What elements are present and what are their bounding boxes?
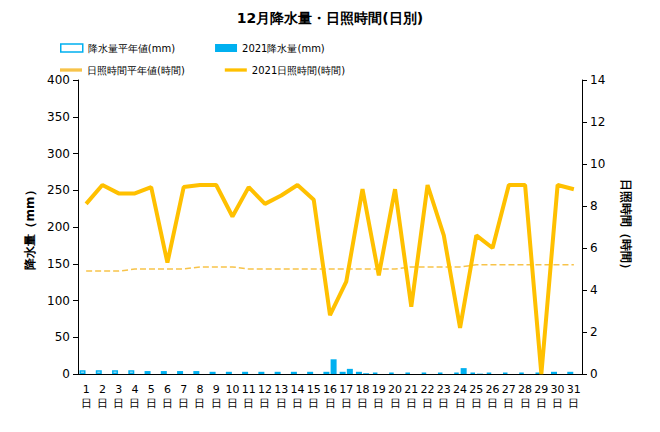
svg-text:降水量平年値(mm): 降水量平年値(mm) xyxy=(88,43,175,54)
svg-text:50: 50 xyxy=(55,330,70,344)
svg-text:日: 日 xyxy=(97,397,108,410)
svg-text:降水量（mm）: 降水量（mm） xyxy=(23,184,37,269)
svg-text:2021降水量(mm): 2021降水量(mm) xyxy=(242,43,325,54)
svg-text:日: 日 xyxy=(178,397,189,410)
svg-text:150: 150 xyxy=(47,257,70,271)
svg-text:23: 23 xyxy=(437,383,451,396)
svg-text:日照時間（時間）: 日照時間（時間） xyxy=(619,179,633,275)
svg-text:10: 10 xyxy=(225,383,239,396)
svg-text:日: 日 xyxy=(146,397,157,410)
svg-text:日: 日 xyxy=(438,397,449,410)
svg-text:日: 日 xyxy=(357,397,368,410)
svg-text:日: 日 xyxy=(227,397,238,410)
svg-text:日: 日 xyxy=(162,397,173,410)
svg-text:12: 12 xyxy=(258,383,272,396)
svg-text:17: 17 xyxy=(339,383,353,396)
svg-text:日: 日 xyxy=(325,397,336,410)
svg-text:26: 26 xyxy=(486,383,500,396)
svg-text:12: 12 xyxy=(590,115,605,129)
svg-text:21: 21 xyxy=(404,383,418,396)
svg-text:27: 27 xyxy=(502,383,516,396)
svg-text:14: 14 xyxy=(590,73,605,87)
svg-text:10: 10 xyxy=(590,157,605,171)
svg-text:日: 日 xyxy=(503,397,514,410)
svg-text:日: 日 xyxy=(113,397,124,410)
svg-text:350: 350 xyxy=(47,110,70,124)
svg-text:250: 250 xyxy=(47,183,70,197)
svg-text:日: 日 xyxy=(406,397,417,410)
svg-text:30: 30 xyxy=(551,383,565,396)
svg-text:8: 8 xyxy=(196,383,203,396)
svg-text:日: 日 xyxy=(390,397,401,410)
svg-text:13: 13 xyxy=(274,383,288,396)
svg-text:日: 日 xyxy=(455,397,466,410)
svg-text:22: 22 xyxy=(421,383,435,396)
svg-text:日: 日 xyxy=(259,397,270,410)
svg-text:28: 28 xyxy=(518,383,532,396)
svg-text:6: 6 xyxy=(164,383,171,396)
svg-text:19: 19 xyxy=(372,383,386,396)
svg-text:25: 25 xyxy=(469,383,483,396)
svg-text:4: 4 xyxy=(131,383,138,396)
svg-text:日: 日 xyxy=(552,397,563,410)
svg-text:7: 7 xyxy=(180,383,187,396)
svg-text:31: 31 xyxy=(567,383,581,396)
svg-text:12月降水量・日照時間(日別): 12月降水量・日照時間(日別) xyxy=(237,10,423,26)
svg-text:日: 日 xyxy=(129,397,140,410)
svg-text:日: 日 xyxy=(308,397,319,410)
svg-text:4: 4 xyxy=(590,283,598,297)
svg-text:400: 400 xyxy=(47,73,70,87)
svg-text:日: 日 xyxy=(422,397,433,410)
svg-text:2021日照時間(時間): 2021日照時間(時間) xyxy=(252,65,345,76)
svg-text:2: 2 xyxy=(590,325,598,339)
svg-text:5: 5 xyxy=(148,383,155,396)
svg-text:300: 300 xyxy=(47,147,70,161)
svg-text:日: 日 xyxy=(568,397,579,410)
svg-text:6: 6 xyxy=(590,241,598,255)
svg-text:3: 3 xyxy=(115,383,122,396)
svg-text:20: 20 xyxy=(388,383,402,396)
svg-text:日: 日 xyxy=(292,397,303,410)
svg-text:11: 11 xyxy=(242,383,256,396)
svg-text:0: 0 xyxy=(62,367,70,381)
svg-text:15: 15 xyxy=(307,383,321,396)
svg-text:日: 日 xyxy=(487,397,498,410)
svg-text:日: 日 xyxy=(194,397,205,410)
svg-text:0: 0 xyxy=(590,367,598,381)
svg-text:日: 日 xyxy=(373,397,384,410)
svg-text:日: 日 xyxy=(520,397,531,410)
svg-text:日: 日 xyxy=(276,397,287,410)
svg-text:16: 16 xyxy=(323,383,337,396)
svg-text:200: 200 xyxy=(47,220,70,234)
svg-text:9: 9 xyxy=(213,383,220,396)
svg-text:24: 24 xyxy=(453,383,467,396)
svg-text:18: 18 xyxy=(356,383,370,396)
svg-text:日: 日 xyxy=(536,397,547,410)
svg-text:日: 日 xyxy=(243,397,254,410)
svg-text:2: 2 xyxy=(99,383,106,396)
svg-text:100: 100 xyxy=(47,294,70,308)
svg-text:14: 14 xyxy=(290,383,304,396)
svg-text:29: 29 xyxy=(534,383,548,396)
svg-text:日: 日 xyxy=(471,397,482,410)
svg-text:日照時間平年値(時間): 日照時間平年値(時間) xyxy=(87,65,185,76)
svg-text:日: 日 xyxy=(211,397,222,410)
svg-text:8: 8 xyxy=(590,199,598,213)
svg-text:日: 日 xyxy=(341,397,352,410)
svg-text:日: 日 xyxy=(81,397,92,410)
svg-text:1: 1 xyxy=(83,383,90,396)
